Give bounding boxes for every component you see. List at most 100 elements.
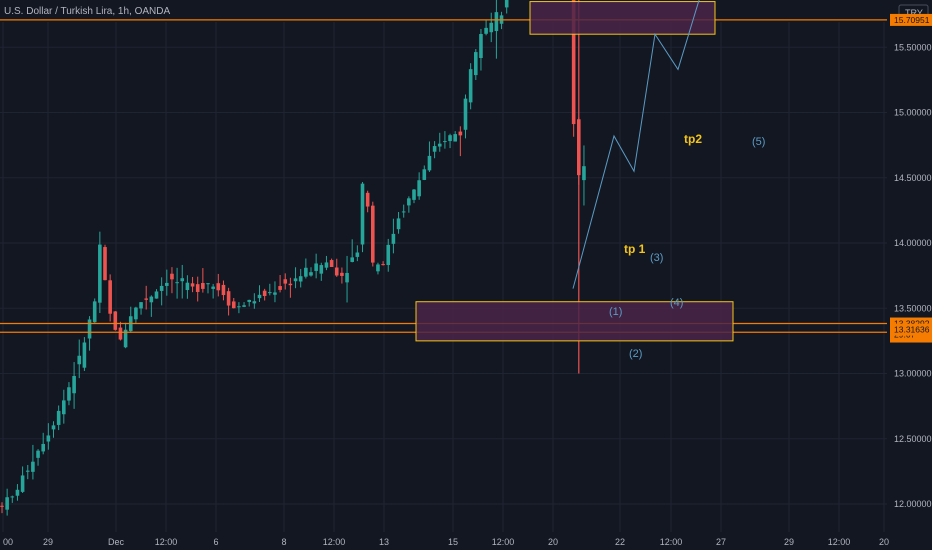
candle-body [103, 247, 107, 281]
time-axis[interactable]: 00 29 Dec 12:00 6 8 12:00 13 15 12:00 20 22 12:00 27 2… [3, 537, 889, 547]
candle-body [350, 257, 354, 262]
candle-body [139, 302, 143, 309]
candle-body [381, 264, 385, 266]
time-tick-label: 8 [281, 537, 286, 547]
candle-body [257, 294, 262, 299]
candle-body [453, 134, 457, 142]
candle-body [386, 244, 391, 266]
price-tick-label: 12.00000 [894, 499, 932, 509]
candle-body [123, 329, 128, 348]
time-tick-label: 12:00 [492, 537, 515, 547]
candle-body [340, 272, 344, 276]
wave-5-label: (5) [752, 136, 765, 148]
candles [0, 0, 586, 516]
tag-tp1: 15.70951 [894, 15, 930, 25]
price-axis[interactable]: 12.00000 12.50000 13.00000 13.50000 14.00000… [894, 0, 932, 509]
zones[interactable] [415, 0, 862, 342]
candle-body [412, 189, 416, 200]
candle-body [237, 306, 241, 308]
candle-body [206, 283, 210, 285]
candle-body [401, 211, 406, 213]
tp2-label: tp2 [684, 132, 702, 146]
price-tick-label: 15.50000 [894, 42, 932, 52]
entry-zone[interactable] [415, 301, 734, 342]
candle-body [31, 461, 35, 472]
candle-body [67, 387, 71, 401]
candle-body [262, 290, 267, 296]
candle-body [432, 146, 437, 152]
candle-body [185, 282, 190, 291]
candle-body [0, 505, 4, 507]
tag-low: 13.31636 [894, 325, 930, 335]
candle-body [458, 131, 463, 136]
time-tick-label: 12:00 [660, 537, 683, 547]
candle-body [360, 183, 365, 245]
candle-body [118, 327, 123, 340]
candle-body [221, 284, 226, 296]
candle-body [463, 98, 468, 130]
time-tick-label: 29 [43, 537, 53, 547]
candle-body [298, 276, 303, 282]
candle-body [175, 282, 179, 284]
candle-body [211, 286, 215, 289]
time-tick-label: 13 [379, 537, 389, 547]
candle-body [422, 169, 427, 180]
currency-badge-label: TRY [905, 8, 923, 18]
price-tick-label: 13.00000 [894, 369, 932, 379]
candle-body [504, 0, 509, 8]
symbol-title: U.S. Dollar / Turkish Lira, 1h, OANDA [4, 6, 170, 17]
price-tick-label: 15.00000 [894, 108, 932, 118]
candle-body [72, 376, 76, 394]
candle-body [165, 282, 169, 286]
candle-body [82, 342, 87, 368]
tp1-zone[interactable] [529, 1, 716, 35]
candle-body [87, 319, 92, 339]
candle-body [36, 450, 40, 458]
candle-body [20, 475, 25, 492]
candle-body [371, 205, 375, 263]
candle-body [113, 311, 118, 330]
wave-3-label: (3) [650, 252, 663, 264]
candle-body [51, 425, 56, 430]
candle-body [571, 0, 576, 125]
candle-body [293, 278, 298, 282]
wave-2-label: (2) [629, 348, 642, 360]
candle-body [582, 166, 586, 181]
tag-current-price: 13.38292 [894, 319, 930, 329]
candle-body [407, 198, 411, 206]
candle-body [437, 143, 442, 147]
candle-body [25, 470, 30, 472]
candle-body [355, 252, 360, 257]
elliott-wave[interactable] [572, 0, 760, 289]
candle-body [376, 264, 380, 272]
time-tick-label: 27 [716, 537, 726, 547]
candle-body [170, 273, 174, 280]
price-tick-label: 12.50000 [894, 434, 932, 444]
candle-body [329, 260, 334, 268]
time-tick-label: 12:00 [323, 537, 346, 547]
candle-body [201, 282, 205, 289]
candle-body [41, 443, 45, 452]
candle-body [417, 180, 421, 197]
candle-body [427, 155, 432, 171]
candle-body [273, 292, 277, 295]
wave-4-label: (4) [670, 297, 683, 309]
tag-tp1-bg [890, 13, 932, 26]
wave-path[interactable] [572, 0, 760, 289]
time-tick-label: 12:00 [828, 537, 851, 547]
tag-low-bg [890, 323, 932, 336]
candle-body [149, 296, 154, 303]
candle-body [278, 286, 282, 290]
time-tick-label: 22 [615, 537, 625, 547]
time-tick-label: 20 [548, 537, 558, 547]
candle-body [474, 52, 478, 76]
candle-body [216, 283, 221, 291]
wave-1-label: (1) [609, 306, 622, 318]
candle-body [304, 267, 308, 277]
candle-body [15, 489, 20, 496]
candle-body [144, 298, 148, 300]
candle-body [252, 301, 257, 304]
